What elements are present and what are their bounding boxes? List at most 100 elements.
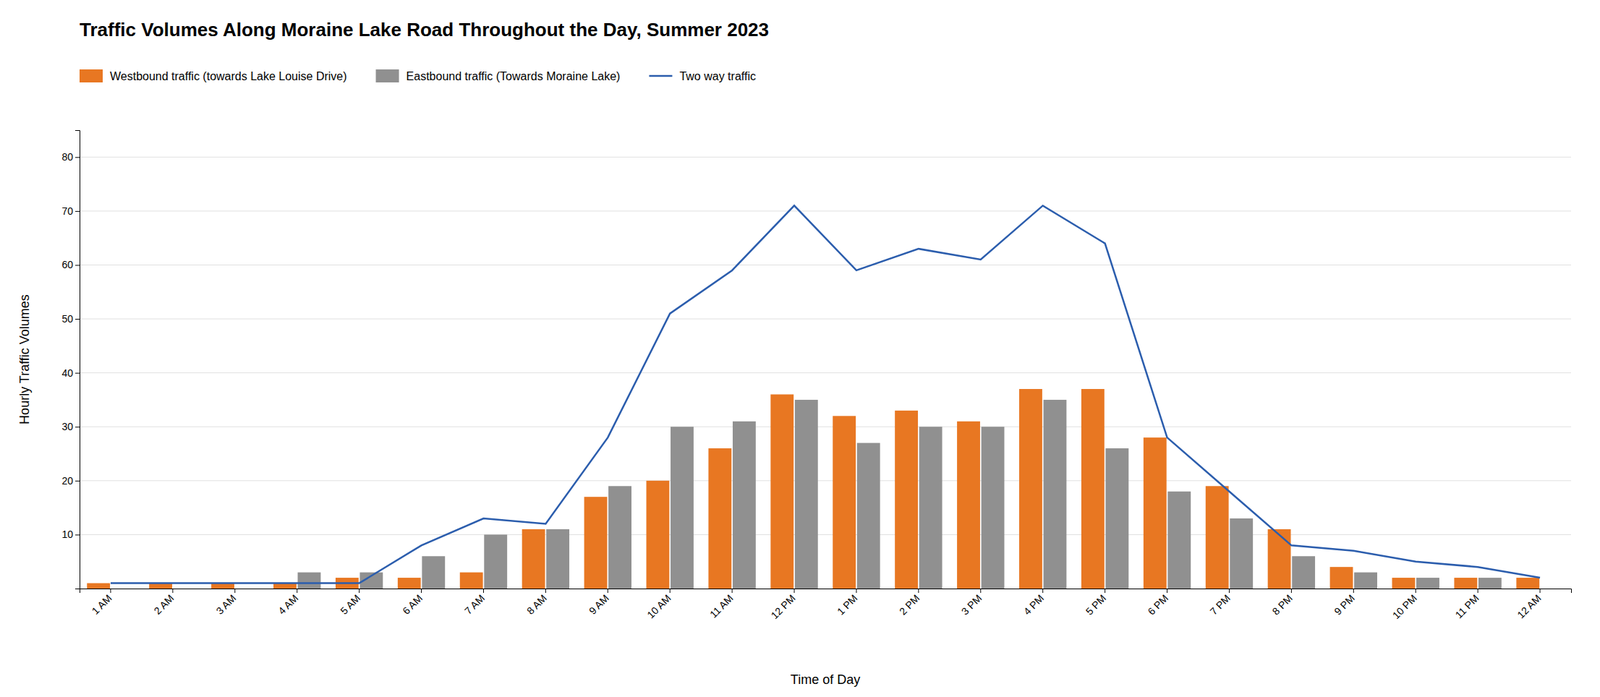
x-tick: 7 PM: [1207, 588, 1233, 618]
x-tick: 2 PM: [896, 588, 922, 618]
bar: [646, 481, 670, 589]
bar: [460, 572, 484, 589]
legend: Westbound traffic (towards Lake Louise D…: [79, 69, 756, 83]
y-tick: 20: [61, 475, 80, 487]
x-tick-label: 9 AM: [586, 592, 612, 617]
x-tick-mark: [1415, 588, 1417, 594]
legend-label: Two way traffic: [679, 70, 756, 83]
x-tick-mark: [1228, 588, 1230, 594]
x-tick-label: 7 PM: [1207, 592, 1233, 617]
x-tick-label: 6 PM: [1145, 592, 1171, 617]
grid-line: [79, 264, 1572, 266]
x-tick-label: 4 PM: [1021, 592, 1046, 617]
bar-series: [298, 400, 1502, 589]
legend-item: Two way traffic: [648, 70, 756, 83]
x-tick: 4 PM: [1021, 588, 1046, 618]
y-tick: 50: [61, 313, 80, 325]
x-tick-mark: [732, 588, 733, 594]
bar: [235, 588, 259, 590]
x-tick-mark: [296, 588, 298, 594]
y-tick-mark: [75, 318, 80, 320]
title: Traffic Volumes Along Moraine Lake Road …: [79, 18, 769, 41]
bar: [894, 410, 918, 589]
y-tick: 60: [61, 258, 80, 271]
y-tick-mark: [75, 211, 80, 212]
x-tick-label: 2 PM: [896, 592, 922, 617]
bar: [832, 415, 856, 589]
legend-swatch: [376, 69, 400, 83]
y-axis-title: Hourly Traffic Volumes: [17, 294, 32, 425]
x-axis: 1 AM2 AM3 AM4 AM5 AM6 AM7 AM8 AM9 AM10 A…: [80, 588, 1572, 622]
bar: [1453, 577, 1478, 589]
x-tick: 6 AM: [400, 588, 425, 617]
x-tick-mark: [1477, 588, 1479, 594]
x-tick-label: 11 AM: [707, 592, 736, 621]
legend-label: Eastbound traffic (Towards Moraine Lake): [406, 70, 621, 83]
grid-line: [79, 372, 1572, 374]
grid: [79, 156, 1572, 535]
legend-swatch: [79, 69, 103, 83]
grid-line: [79, 534, 1572, 536]
y-tick: 80: [61, 151, 80, 163]
x-tick-mark: [1104, 588, 1106, 594]
y-tick-label: 70: [61, 205, 74, 217]
x-tick: 4 AM: [275, 588, 301, 617]
x-tick-mark: [794, 588, 795, 594]
bar: [298, 572, 322, 589]
x-tick-label: 10 AM: [644, 592, 673, 621]
bar: [1267, 529, 1292, 589]
bar: [397, 577, 421, 589]
y-tick-label: 30: [61, 420, 74, 433]
x-tick: 10 PM: [1390, 588, 1420, 622]
y-tick: 40: [61, 367, 80, 380]
bar: [1143, 437, 1167, 589]
y-axis: 1020304050607080: [61, 130, 80, 590]
x-tick-label: 3 PM: [959, 592, 984, 617]
x-tick-mark: [358, 588, 360, 594]
chart: 1 AM2 AM3 AM4 AM5 AM6 AM7 AM8 AM9 AM10 A…: [0, 0, 1600, 697]
bar: [1081, 389, 1105, 589]
bar: [670, 426, 694, 589]
plot: 1 AM2 AM3 AM4 AM5 AM6 AM7 AM8 AM9 AM10 A…: [61, 130, 1572, 623]
x-tick-label: 6 AM: [400, 592, 425, 617]
x-tick-mark: [234, 588, 236, 594]
bar: [86, 583, 110, 589]
bar: [1478, 577, 1502, 589]
x-tick: 12 AM: [1514, 588, 1543, 621]
x-tick-mark: [420, 588, 422, 594]
bar: [708, 448, 732, 589]
y-tick: 30: [61, 420, 80, 433]
x-tick: 8 PM: [1269, 588, 1295, 618]
x-tick-label: 5 AM: [337, 592, 363, 617]
x-tick-label: 12 AM: [1514, 592, 1543, 621]
x-tick-mark: [669, 588, 671, 594]
x-tick-label: 1 PM: [834, 592, 860, 617]
bar: [483, 534, 508, 589]
y-tick-mark: [75, 264, 80, 266]
bar: [1043, 400, 1067, 589]
marks: [86, 205, 1540, 589]
x-tick-mark: [1353, 588, 1355, 594]
bar: [1019, 389, 1043, 589]
x-tick-label: 8 PM: [1269, 592, 1295, 617]
y-tick-label: 20: [61, 475, 74, 487]
bar: [546, 529, 570, 589]
bar: [1105, 448, 1129, 589]
bar: [1354, 572, 1378, 589]
x-tick: 5 PM: [1083, 588, 1109, 618]
y-tick-mark: [75, 373, 80, 374]
line: [110, 205, 1540, 584]
x-tick-mark: [483, 588, 484, 594]
bar: [584, 496, 608, 589]
y-tick-mark: [75, 426, 80, 428]
x-tick-mark: [545, 588, 547, 594]
bar: [1167, 491, 1191, 589]
y-tick-label: 40: [61, 367, 74, 380]
bar: [857, 443, 881, 589]
x-tick: 1 AM: [89, 588, 115, 617]
legend-label: Westbound traffic (towards Lake Louise D…: [109, 70, 348, 83]
x-tick: 5 AM: [337, 588, 363, 617]
grid-line: [79, 156, 1572, 158]
bar: [1205, 486, 1229, 589]
bar: [1392, 577, 1416, 589]
